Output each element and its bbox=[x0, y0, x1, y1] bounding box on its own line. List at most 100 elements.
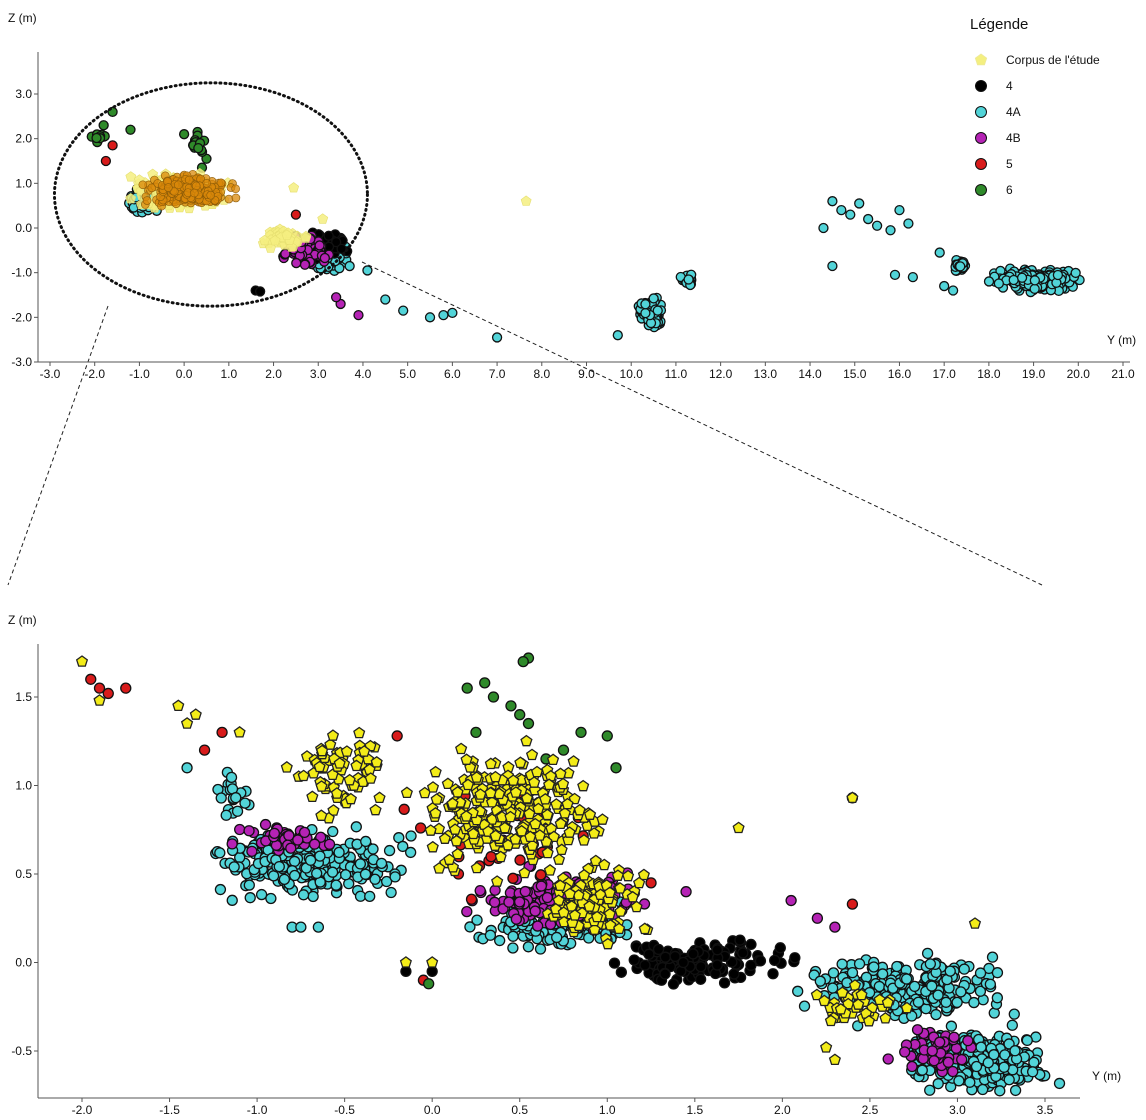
x-tick-label: 19.0 bbox=[1022, 367, 1046, 381]
point-4a bbox=[330, 879, 342, 891]
x-tick-label: 15.0 bbox=[843, 367, 867, 381]
x-tick-label: 0.5 bbox=[511, 1103, 528, 1117]
y-tick-label: -0.5 bbox=[11, 1044, 32, 1058]
y-tick-label: -2.0 bbox=[11, 310, 32, 324]
x-tick-label: 3.0 bbox=[310, 367, 327, 381]
point-6 bbox=[178, 129, 190, 140]
point-4 bbox=[331, 236, 342, 248]
point-4a bbox=[612, 330, 623, 341]
y-tick-label: 0.0 bbox=[15, 956, 32, 970]
point-4 bbox=[615, 966, 627, 978]
point-4 bbox=[745, 938, 757, 951]
corpus-point bbox=[732, 821, 745, 834]
x-tick-label: 0.0 bbox=[176, 367, 193, 381]
corpus-point bbox=[269, 235, 281, 246]
point-4a bbox=[951, 996, 963, 1009]
corpus-point bbox=[573, 803, 586, 816]
point-5 bbox=[198, 744, 211, 756]
point-4 bbox=[711, 944, 723, 956]
point-4b bbox=[474, 884, 486, 897]
x-tick-label: 2.0 bbox=[774, 1103, 791, 1117]
point-4a bbox=[1009, 1045, 1021, 1057]
legend-item: 4A bbox=[975, 105, 1021, 119]
point-4a bbox=[924, 1084, 936, 1096]
point-4a bbox=[871, 220, 883, 231]
overview-y-axis-title: Z (m) bbox=[8, 11, 37, 25]
point-4a bbox=[362, 265, 373, 276]
point-4a bbox=[939, 280, 950, 292]
point-4b bbox=[934, 1036, 946, 1048]
corpus-point bbox=[259, 234, 270, 246]
point-4a bbox=[955, 261, 966, 272]
point-4a bbox=[900, 973, 913, 985]
corpus-point bbox=[373, 791, 386, 804]
point-4a bbox=[1006, 1019, 1018, 1031]
x-tick-label: 5.0 bbox=[399, 367, 416, 381]
point-4 bbox=[687, 948, 699, 960]
point-4b bbox=[510, 913, 522, 925]
legend-marker bbox=[975, 184, 987, 196]
point-4 bbox=[728, 968, 740, 980]
point-4a bbox=[885, 225, 896, 236]
point-4 bbox=[608, 957, 621, 969]
point-4a bbox=[924, 958, 937, 970]
point-4a bbox=[926, 980, 938, 992]
point-4a bbox=[214, 847, 226, 859]
point-4b bbox=[353, 309, 364, 321]
overlap-point bbox=[216, 178, 226, 188]
point-5 bbox=[120, 682, 132, 694]
x-tick-label: 9.0 bbox=[578, 367, 595, 381]
point-6 bbox=[125, 124, 136, 135]
point-4a bbox=[354, 890, 367, 902]
x-tick-label: 8.0 bbox=[533, 367, 550, 381]
zoom-circle bbox=[52, 81, 369, 308]
corpus-point bbox=[75, 655, 89, 667]
point-4a bbox=[984, 978, 996, 990]
point-4a bbox=[853, 958, 866, 970]
point-6 bbox=[193, 142, 204, 154]
point-4a bbox=[982, 1057, 994, 1069]
point-4a bbox=[889, 269, 901, 281]
x-tick-label: 2.0 bbox=[265, 367, 282, 381]
overview-x-axis-title: Y (m) bbox=[1107, 333, 1136, 347]
corpus-point bbox=[426, 781, 440, 793]
point-4a bbox=[903, 218, 914, 229]
point-4b bbox=[461, 905, 473, 918]
point-4a bbox=[798, 1000, 811, 1012]
point-4b bbox=[314, 240, 325, 251]
point-4a bbox=[1009, 1084, 1022, 1097]
legend-label: 6 bbox=[1006, 183, 1013, 197]
point-4 bbox=[769, 954, 781, 967]
detail-y-axis-title: Z (m) bbox=[8, 613, 37, 627]
point-4a bbox=[375, 857, 388, 870]
point-4a bbox=[836, 958, 848, 970]
point-4a bbox=[827, 196, 838, 207]
detail-x-ticks: -2.0 -1.5 -1.0 -0.5 0.0 0.5 1.0 1.5 2.0 2.5 3.0 3.5 bbox=[72, 1098, 1054, 1117]
point-4 bbox=[694, 973, 707, 985]
legend-item: 4B bbox=[975, 131, 1021, 145]
corpus-point bbox=[828, 1053, 841, 1066]
point-4b bbox=[906, 1060, 918, 1073]
point-4b bbox=[956, 1053, 968, 1066]
y-tick-label: -3.0 bbox=[11, 355, 32, 369]
point-4a bbox=[359, 868, 372, 880]
point-4b bbox=[299, 259, 311, 270]
point-4a bbox=[231, 805, 244, 817]
x-tick-label: -0.5 bbox=[334, 1103, 355, 1117]
overview-chart: -3.0 -2.0 -1.0 0.0 1.0 2.0 3.0 4.0 5.0 6.0 7.0 8.0 9… bbox=[8, 11, 1136, 381]
x-tick-label: 1.0 bbox=[599, 1103, 616, 1117]
point-4b bbox=[882, 1053, 894, 1065]
point-4b bbox=[268, 827, 281, 840]
point-4a bbox=[225, 771, 238, 784]
point-4a bbox=[932, 989, 944, 1001]
point-4a bbox=[640, 307, 651, 319]
point-6 bbox=[575, 726, 587, 739]
x-tick-label: 13.0 bbox=[754, 367, 778, 381]
corpus-point bbox=[429, 765, 442, 778]
point-5 bbox=[290, 209, 302, 220]
point-4a bbox=[983, 276, 995, 287]
point-4a bbox=[683, 274, 694, 285]
legend-label: 4 bbox=[1006, 79, 1013, 93]
point-4a bbox=[994, 1085, 1006, 1097]
point-4a bbox=[304, 854, 317, 866]
